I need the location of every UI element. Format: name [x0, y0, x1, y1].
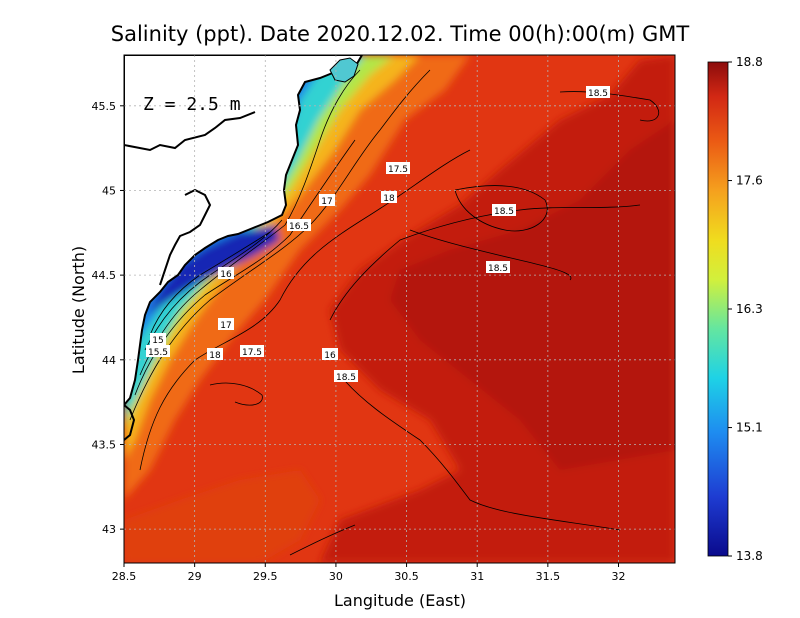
y-tick-label: 43.5 — [92, 438, 117, 451]
svg-text:18.5: 18.5 — [488, 264, 508, 274]
contour-16-5 — [139, 69, 361, 376]
contour-18-5-d — [559, 91, 660, 122]
svg-text:17.5: 17.5 — [242, 348, 262, 358]
x-tick-label: 31.5 — [536, 570, 561, 583]
x-axis-ticks: 28.5 29 29.5 30 30.5 31 31.5 32 — [112, 563, 625, 583]
y-tick-label: 44.5 — [92, 269, 117, 282]
plot-frame — [123, 54, 676, 564]
contour-label: 16.5 — [287, 219, 311, 232]
svg-text:17.5: 17.5 — [388, 165, 408, 175]
x-tick-label: 29.5 — [253, 570, 278, 583]
land — [124, 55, 364, 441]
svg-text:16.5: 16.5 — [289, 222, 309, 232]
x-tick-label: 30 — [329, 570, 343, 583]
coast-south — [124, 404, 136, 441]
y-axis-ticks: 45.5 45 44.5 44 43.5 43 — [92, 100, 124, 536]
x-tick-label: 32 — [611, 570, 625, 583]
colorbar: 18.8 17.6 16.3 15.1 13.8 — [707, 55, 763, 563]
svg-text:17: 17 — [321, 197, 332, 207]
contour-17-5 — [129, 69, 431, 421]
contour-label: 18.5 — [586, 86, 610, 99]
lagoon-outline — [159, 188, 212, 286]
band-18-south — [124, 470, 320, 563]
svg-text:16: 16 — [220, 270, 232, 280]
x-axis-label: Langitude (East) — [334, 591, 466, 610]
contour-label: 17.5 — [240, 345, 264, 358]
contour-label: 18.5 — [486, 261, 510, 274]
svg-text:17: 17 — [220, 321, 231, 331]
y-tick-label: 44 — [102, 354, 116, 367]
coastline — [124, 55, 364, 407]
svg-text:18: 18 — [209, 351, 221, 361]
svg-text:16: 16 — [324, 351, 336, 361]
contour-18-g — [289, 524, 356, 556]
svg-text:15.5: 15.5 — [148, 348, 168, 358]
contour-label: 17.5 — [386, 162, 410, 175]
colorbar-tick-label: 15.1 — [736, 421, 763, 435]
depth-label: Z = 2.5 m — [143, 94, 241, 115]
colorbar-tick-label: 13.8 — [736, 549, 763, 563]
contour-label: 18.5 — [492, 204, 516, 217]
x-tick-label: 29 — [188, 570, 202, 583]
inland-border — [124, 111, 256, 152]
y-tick-label: 45 — [102, 184, 116, 197]
contour-label: 15.5 — [146, 345, 170, 358]
svg-text:15: 15 — [152, 336, 163, 346]
y-axis-label: Latitude (North) — [69, 246, 88, 374]
contour-label: 17 — [218, 318, 234, 331]
odessa-bay — [329, 57, 359, 83]
colorbar-ticks: 18.8 17.6 16.3 15.1 13.8 — [728, 55, 763, 563]
contour-18-5-a — [329, 204, 641, 321]
colorbar-tick-label: 18.8 — [736, 55, 763, 69]
colorbar-tick-label: 17.6 — [736, 174, 763, 188]
band-15 — [148, 225, 280, 315]
contour-label: 18 — [381, 191, 397, 204]
map-title: Salinity (ppt). Date 2020.12.02. Time 00… — [111, 22, 690, 46]
svg-text:18: 18 — [383, 194, 395, 204]
contour-18-5-e — [409, 229, 572, 281]
x-tick-label: 30.5 — [394, 570, 419, 583]
contour-label: 18.5 — [334, 370, 358, 383]
contour-18-f — [209, 382, 263, 406]
y-tick-label: 43 — [102, 523, 116, 536]
svg-text:18.5: 18.5 — [494, 207, 514, 217]
svg-text:18.5: 18.5 — [588, 89, 608, 99]
contour-label: 16 — [322, 348, 338, 361]
y-tick-label: 45.5 — [92, 100, 117, 113]
svg-text:18.5: 18.5 — [336, 373, 356, 383]
colorbar-gradient — [707, 61, 729, 557]
x-tick-label: 28.5 — [112, 570, 137, 583]
contour-label: 16 — [218, 267, 234, 280]
contour-label: 15 — [150, 333, 166, 346]
contour-label: 18 — [207, 348, 223, 361]
x-tick-label: 31 — [470, 570, 484, 583]
plot-area — [124, 55, 675, 563]
contour-18 — [139, 149, 471, 471]
colorbar-tick-label: 16.3 — [736, 302, 763, 316]
contour-label: 17 — [319, 194, 335, 207]
contour-labels: 18.5 17.5 18 17 18.5 16.5 18.5 16 17 15 … — [146, 86, 610, 383]
contour-18-5-b — [339, 374, 621, 531]
contour-18-5-c — [454, 185, 548, 232]
